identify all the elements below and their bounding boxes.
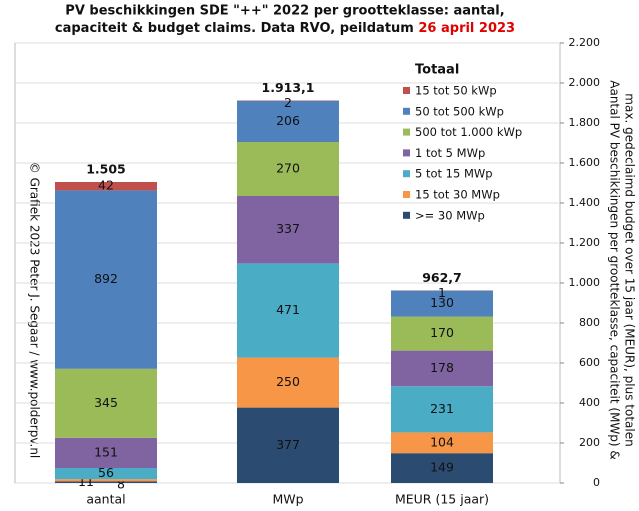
bar-segment [55, 479, 157, 482]
segment-label: 170 [430, 325, 454, 340]
total-label: 1.505 [86, 162, 126, 177]
legend-swatch [403, 211, 410, 219]
y-tick-label: 400 [579, 396, 600, 409]
segment-label: 42 [98, 178, 114, 193]
y-tick-label: 1.800 [569, 116, 601, 129]
bar-segment [55, 190, 157, 369]
segment-label: 892 [94, 271, 118, 286]
legend-label: 15 tot 50 kWp [415, 84, 497, 98]
segment-label: 345 [94, 395, 118, 410]
y-tick-label: 1.200 [569, 236, 601, 249]
y-tick-label: 1.600 [569, 156, 601, 169]
segment-label: 104 [430, 434, 454, 449]
bar-segment [55, 468, 157, 480]
x-tick-label: aantal [86, 492, 125, 507]
bar-segment [237, 100, 339, 142]
segment-label: 250 [276, 374, 300, 389]
bar-segment [55, 437, 157, 468]
segment-label: 130 [430, 295, 454, 310]
legend-label: 5 tot 15 MWp [415, 167, 493, 181]
segment-label: 149 [430, 460, 454, 475]
bar-segment [55, 368, 157, 438]
watermark: © Grafiek 2023 Peter J. Segaar / www.pol… [28, 162, 42, 459]
segment-label: 178 [430, 360, 454, 375]
legend-label: 1 tot 5 MWp [415, 146, 485, 160]
chart-title: PV beschikkingen SDE "++" 2022 per groot… [65, 4, 504, 19]
legend-label: 15 tot 30 MWp [415, 188, 500, 202]
y-tick-label: 600 [579, 356, 600, 369]
total-label: 962,7 [422, 270, 462, 285]
y-tick-label: 800 [579, 316, 600, 329]
bar-segment [237, 142, 339, 196]
y-tick-label: 1.400 [569, 196, 601, 209]
legend-swatch [403, 149, 410, 157]
title-date: 26 april 2023 [418, 21, 515, 36]
y-tick-label: 0 [593, 476, 600, 489]
legend-label: >= 30 MWp [415, 208, 485, 222]
total-label: 1.913,1 [262, 80, 315, 95]
legend-swatch [403, 128, 410, 136]
title-line: capaciteit & budget claims. Data RVO, pe… [55, 21, 418, 36]
bar-segment [237, 407, 339, 483]
bar-segment [55, 481, 157, 483]
segment-label: 2 [284, 95, 292, 110]
bar-segment [391, 453, 493, 483]
x-tick-label: MEUR (15 jaar) [395, 492, 489, 507]
bar-segment [55, 182, 157, 191]
segment-label: 377 [276, 437, 300, 452]
chart-title: capaciteit & budget claims. Data RVO, pe… [55, 21, 515, 36]
bar-segment [391, 386, 493, 433]
segment-label: 56 [98, 465, 114, 480]
legend-label: 50 tot 500 kWp [415, 104, 504, 118]
legend-swatch [403, 191, 410, 198]
segment-label: 337 [276, 221, 300, 236]
bar-segment [391, 290, 493, 317]
legend-swatch [403, 87, 410, 94]
y-axis-label: max. gedeclaimd budget over 15 jaar (MEU… [623, 93, 637, 446]
bar-segment [391, 350, 493, 387]
segment-label: 471 [276, 302, 300, 317]
y-tick-label: 200 [579, 436, 600, 449]
y-tick-label: 2.200 [569, 36, 601, 49]
bar-segment [237, 357, 339, 408]
legend-swatch [403, 170, 410, 178]
segment-label: 8 [117, 477, 125, 492]
legend-title: Totaal [415, 63, 459, 78]
segment-label: 206 [276, 113, 300, 128]
segment-label: 1 [438, 285, 446, 300]
legend-label: 500 tot 1.000 kWp [415, 125, 522, 139]
bar-segment [391, 432, 493, 454]
segment-label: 151 [94, 444, 118, 459]
segment-label: 270 [276, 161, 300, 176]
bar-segment [237, 196, 339, 264]
y-tick-label: 1.000 [569, 276, 601, 289]
y-tick-label: 2.000 [569, 76, 601, 89]
segment-label: 231 [430, 401, 454, 416]
y-axis-label: Aantal PV beschikkingen per grootteklass… [608, 80, 622, 460]
bar-segment [391, 316, 493, 351]
bar-segment [237, 263, 339, 358]
legend-swatch [403, 107, 410, 115]
x-tick-label: MWp [272, 492, 303, 507]
